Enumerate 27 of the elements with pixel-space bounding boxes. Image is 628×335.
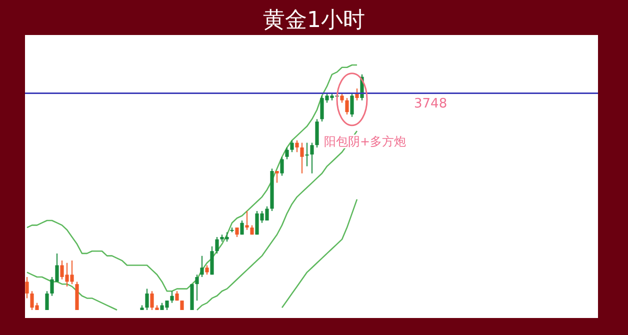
candlestick <box>200 255 204 278</box>
candlestick <box>280 156 284 176</box>
candlestick <box>305 142 309 167</box>
candlestick <box>310 142 314 174</box>
candlestick <box>235 227 239 238</box>
candlestick <box>285 146 289 160</box>
candlestick <box>275 170 279 184</box>
candlestick <box>315 118 319 148</box>
candlestick <box>350 92 354 118</box>
candlestick <box>215 236 219 254</box>
candlestick <box>300 142 304 174</box>
candlestick <box>25 276 29 299</box>
text: 3748 <box>414 96 448 112</box>
candlestick <box>210 246 214 276</box>
candlestick <box>345 97 349 115</box>
candlestick <box>290 140 294 153</box>
candlestick <box>295 140 299 153</box>
candlestick <box>170 290 174 304</box>
candlestick <box>150 290 154 310</box>
candlestick <box>45 290 49 310</box>
candlestick <box>195 274 199 302</box>
chart-title: 黄金1小时 <box>263 8 365 33</box>
candlestick <box>245 210 249 230</box>
candlestick <box>145 288 149 310</box>
candlestick <box>205 264 209 276</box>
candlestick <box>340 92 344 104</box>
candlestick <box>240 220 244 236</box>
